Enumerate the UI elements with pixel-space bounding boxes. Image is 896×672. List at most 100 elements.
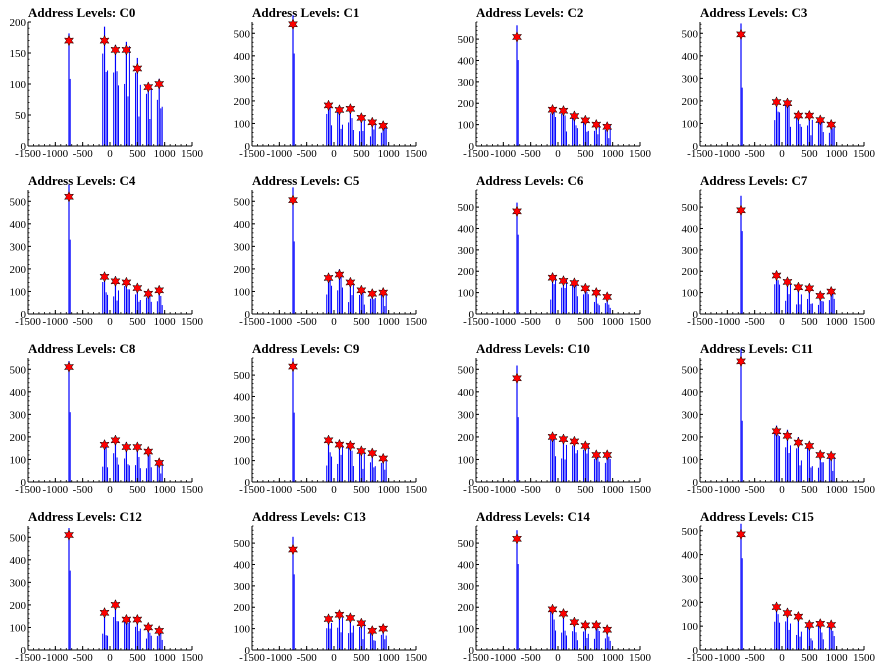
histogram-bars <box>68 26 163 146</box>
y-tick-label: 300 <box>458 581 475 593</box>
peak-marker <box>591 449 602 461</box>
peak-marker <box>154 625 165 637</box>
x-tick-label: 1500 <box>181 484 204 496</box>
y-tick-label: 100 <box>234 456 251 468</box>
x-tick-label: -1000 <box>714 316 740 328</box>
x-tick-label: -500 <box>73 484 94 496</box>
x-tick-label: -500 <box>745 316 766 328</box>
y-tick-label: 200 <box>682 432 699 444</box>
peak-marker <box>345 439 356 452</box>
y-tick-label: 200 <box>10 600 27 612</box>
peak-marker <box>323 272 334 284</box>
histogram-panel: Address Levels: C8 0 100 200 300 400 500 -1500-… <box>0 336 224 504</box>
peak-marker <box>367 287 378 300</box>
x-tick-label: -1000 <box>714 652 740 664</box>
peak-marker <box>287 543 299 556</box>
peak-marker <box>110 275 121 288</box>
x-tick-label: 1000 <box>378 652 401 664</box>
peak-marker <box>804 109 815 122</box>
y-tick-label: 500 <box>10 532 27 544</box>
x-tick-label: -1000 <box>266 148 292 160</box>
y-tick-label: 500 <box>458 34 475 46</box>
x-tick-label: -500 <box>745 148 766 160</box>
x-tick-label: 0 <box>779 652 785 664</box>
x-tick-label: 1000 <box>602 652 625 664</box>
y-tick-label: 0 <box>21 477 27 489</box>
histogram-bars <box>292 15 387 146</box>
x-tick-label: -1000 <box>266 316 292 328</box>
peak-marker <box>782 276 793 288</box>
histogram-plot: 0 100 200 300 400 500 -1500 -1000 -500 0 500 1000 15… <box>234 15 428 160</box>
y-tick-label: 300 <box>10 577 27 589</box>
peak-marker <box>287 18 299 31</box>
x-tick-label: -1000 <box>490 652 516 664</box>
peak-marker <box>580 619 591 632</box>
x-tick-label: 1000 <box>154 316 177 328</box>
x-tick-label: 500 <box>801 652 818 664</box>
peak-marker <box>591 619 602 632</box>
y-tick-label: 200 <box>458 432 475 444</box>
x-tick-label: 1000 <box>602 316 625 328</box>
y-tick-label: 100 <box>234 118 251 130</box>
peak-marker <box>110 434 121 447</box>
x-tick-label: 500 <box>129 652 146 664</box>
y-tick-label: 300 <box>682 245 699 257</box>
x-tick-label: -500 <box>297 652 318 664</box>
peak-marker <box>378 286 389 299</box>
peak-marker <box>580 282 591 295</box>
histogram-panel: Address Levels: C14 0 100 200 300 400 500 -1500… <box>448 504 672 672</box>
histogram-panel: Address Levels: C13 0 100 200 300 400 500 -1500… <box>224 504 448 672</box>
histogram-plot: 0 100 200 300 400 500 -1500 -1000 -500 0 500 1000 15… <box>458 21 652 160</box>
y-tick-label: 50 <box>15 110 27 122</box>
y-tick-label: 0 <box>693 477 699 489</box>
histogram-bars <box>740 523 835 650</box>
y-tick-label: 200 <box>10 17 27 29</box>
x-tick-label: 0 <box>331 148 337 160</box>
y-tick-label: 300 <box>458 77 475 89</box>
y-tick-label: 500 <box>234 196 251 208</box>
x-tick-label: 0 <box>779 148 785 160</box>
x-tick-label: 1500 <box>629 316 652 328</box>
y-tick-label: 100 <box>10 286 27 298</box>
peak-marker <box>154 284 165 297</box>
histogram-panel: Address Levels: C0 0 50 100 150 200 -1500 -1000… <box>0 0 224 168</box>
histogram-bars <box>292 358 387 482</box>
peak-marker <box>547 431 558 443</box>
y-tick-label: 400 <box>458 55 475 67</box>
y-tick-label: 200 <box>682 597 699 609</box>
peak-marker <box>367 447 378 459</box>
y-tick-label: 500 <box>458 202 475 214</box>
y-tick-label: 0 <box>245 141 251 153</box>
x-tick-label: 0 <box>555 316 561 328</box>
x-tick-label: 500 <box>353 484 370 496</box>
histogram-plot: 0 100 200 300 400 500 -1500 -1000 -500 0 500 1000 15… <box>682 189 876 328</box>
y-tick-label: 100 <box>458 288 475 300</box>
histogram-panel: Address Levels: C3 0 100 200 300 400 500 -1500-… <box>672 0 896 168</box>
y-tick-label: 400 <box>10 219 27 231</box>
x-tick-label: -1500 <box>687 484 713 496</box>
peak-marker <box>378 119 389 132</box>
histogram-bars <box>740 23 835 146</box>
x-tick-label: 1500 <box>405 316 428 328</box>
y-tick-label: 500 <box>234 28 251 40</box>
y-tick-label: 500 <box>682 28 699 40</box>
histogram-bars <box>516 25 611 146</box>
y-tick-label: 400 <box>234 51 251 63</box>
x-tick-label: -1500 <box>15 148 41 160</box>
histogram-plot: 0 100 200 300 400 500 -1500 -1000 -500 0 500 1000 15… <box>234 187 428 328</box>
x-tick-label: -1000 <box>42 316 68 328</box>
histogram-panel: Address Levels: C9 0 100 200 300 400 500 -1500-… <box>224 336 448 504</box>
y-tick-label: 400 <box>682 51 699 63</box>
peak-marker <box>815 114 826 126</box>
y-tick-label: 400 <box>458 387 475 399</box>
y-tick-label: 0 <box>469 309 475 321</box>
y-tick-label: 100 <box>10 79 27 91</box>
y-tick-label: 150 <box>10 48 27 60</box>
x-tick-label: -1500 <box>463 652 489 664</box>
peak-marker <box>735 204 747 217</box>
peak-marker <box>356 284 367 297</box>
y-tick-label: 0 <box>21 141 27 153</box>
x-tick-label: -1000 <box>490 148 516 160</box>
peak-marker <box>345 276 356 289</box>
x-tick-label: -500 <box>521 316 542 328</box>
